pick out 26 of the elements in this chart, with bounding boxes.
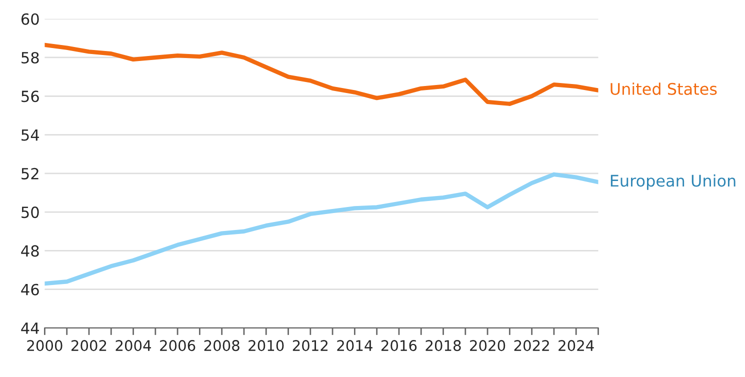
y-tick-label: 52 xyxy=(22,168,38,180)
x-tick-label: 2000 xyxy=(27,340,62,352)
x-tick-label: 2014 xyxy=(337,340,372,352)
y-tick-label: 44 xyxy=(21,322,39,334)
x-tick-label: 2022 xyxy=(514,340,549,352)
y-tick-label: 56 xyxy=(22,90,39,102)
x-tick-label: 2012 xyxy=(292,340,328,352)
x-tick-label: 2010 xyxy=(248,340,284,352)
x-tick-label: 2008 xyxy=(204,340,240,352)
y-tick-label: 48 xyxy=(21,245,39,257)
series-label: United States xyxy=(610,82,717,95)
x-tick-label: 2020 xyxy=(470,340,506,352)
series-label: European Union xyxy=(610,174,736,190)
line-series xyxy=(44,172,598,286)
x-tick-label: 2004 xyxy=(116,340,152,352)
x-tick-label: 2016 xyxy=(381,340,417,352)
x-tick-label: 2002 xyxy=(71,340,106,352)
line-series xyxy=(44,42,598,106)
x-tick-label: 2018 xyxy=(426,340,461,352)
y-tick-label: 46 xyxy=(21,284,39,296)
y-tick-label: 60 xyxy=(21,13,39,25)
y-tick-label: 50 xyxy=(22,206,39,218)
x-tick-label: 2006 xyxy=(160,340,196,352)
y-tick-label: 58 xyxy=(22,52,39,64)
y-tick-label: 54 xyxy=(22,129,39,141)
x-tick-label: 2024 xyxy=(558,340,594,352)
